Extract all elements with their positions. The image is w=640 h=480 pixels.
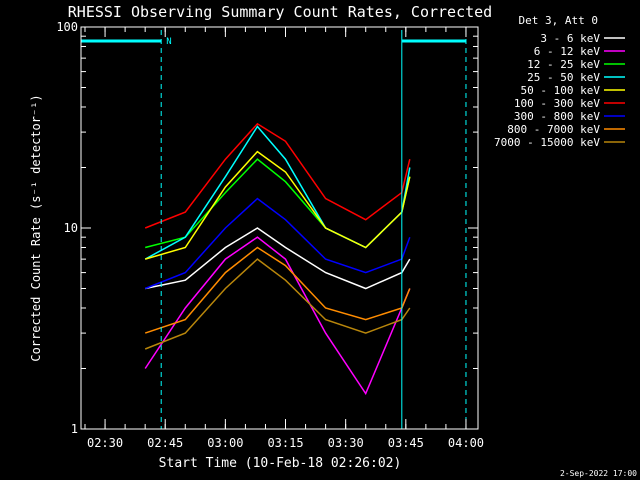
y-tick-label-2: 100 <box>56 20 78 34</box>
x-axis-label: Start Time (10-Feb-18 02:26:02) <box>159 456 402 471</box>
legend-label-3: 12 - 25 keV <box>527 58 600 71</box>
series-line-7 <box>144 197 411 290</box>
series-line-9 <box>144 258 411 350</box>
legend-label-8: 800 - 7000 keV <box>507 123 600 136</box>
series-line-6 <box>144 122 411 229</box>
x-tick-label-6: 04:00 <box>448 436 484 450</box>
legend-header: Det 3, Att 0 <box>519 14 598 27</box>
series-line-4 <box>144 125 411 260</box>
chart-title: RHESSI Observing Summary Count Rates, Co… <box>68 3 492 21</box>
legend-label-6: 100 - 300 keV <box>514 97 600 110</box>
legend-label-5: 50 - 100 keV <box>521 84 601 97</box>
night-label: N <box>166 37 171 47</box>
series-line-1 <box>145 227 411 290</box>
plot-frame <box>80 26 479 430</box>
series-line-5 <box>144 150 411 260</box>
series-line-2 <box>144 236 411 396</box>
x-tick-label-3: 03:15 <box>267 436 303 450</box>
y-axis-label: Corrected Count Rate (s⁻¹ detector⁻¹) <box>29 94 43 361</box>
x-tick-label-1: 02:45 <box>147 436 183 450</box>
x-tick-label-5: 03:45 <box>388 436 424 450</box>
y-axis-ticks: 1 10 100 <box>56 20 478 436</box>
legend-label-2: 6 - 12 keV <box>534 45 601 58</box>
plot-layer: N <box>80 30 467 429</box>
y-tick-label-1: 10 <box>64 221 78 235</box>
x-tick-label-2: 03:00 <box>207 436 243 450</box>
footer-timestamp: 2-Sep-2022 17:00 <box>560 469 637 478</box>
legend-label-4: 25 - 50 keV <box>527 71 600 84</box>
x-tick-label-0: 02:30 <box>87 436 123 450</box>
series-line-3 <box>145 158 411 249</box>
legend-label-1: 3 - 6 keV <box>540 32 600 45</box>
y-tick-label-0: 1 <box>71 422 78 436</box>
legend-label-7: 300 - 800 keV <box>514 110 600 123</box>
x-axis-ticks: 02:30 02:45 03:00 03:15 03:30 03:45 04:00 <box>84 27 484 450</box>
legend-label-9: 7000 - 15000 keV <box>494 136 600 149</box>
x-tick-label-4: 03:30 <box>328 436 364 450</box>
series-line-8 <box>144 246 411 334</box>
